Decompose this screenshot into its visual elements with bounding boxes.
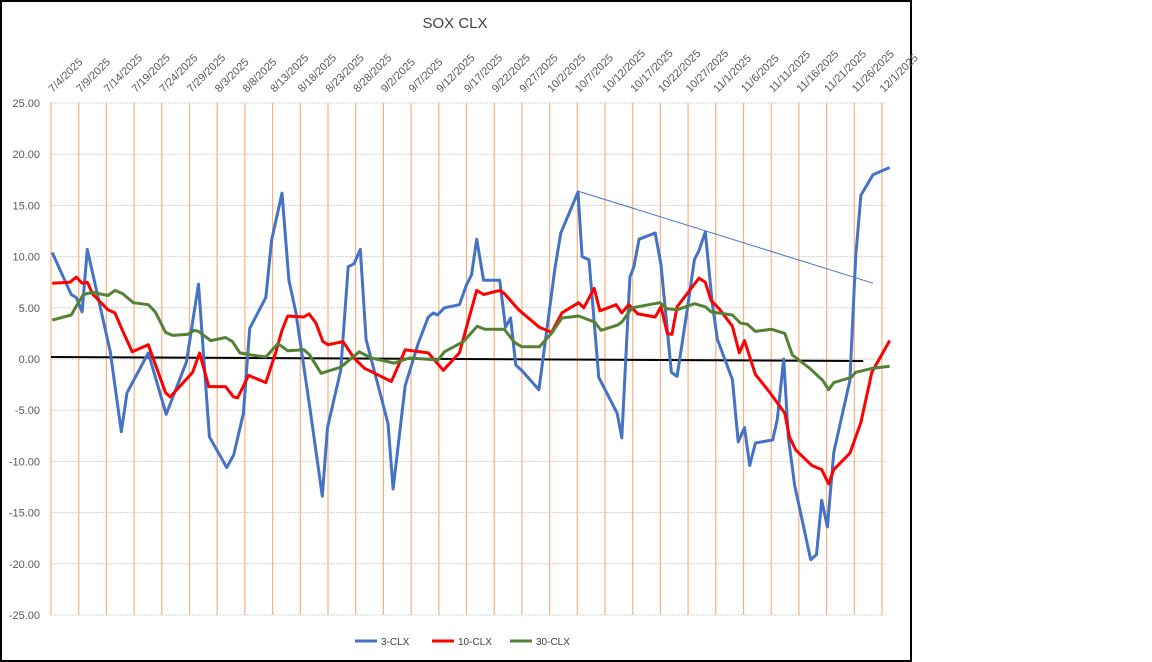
series-line-10-clx <box>52 275 892 486</box>
y-axis-ticks: 25.00 20.00 15.00 10.00 5.00 0.00 -5.00 -10.00 -… <box>9 98 40 622</box>
legend: 3-CLX 10-CLX 30-CLX <box>355 637 570 648</box>
series-line-3-clx <box>50 166 891 562</box>
chart-title: SOX CLX <box>422 15 487 32</box>
y-tick-label: 20.00 <box>12 149 40 161</box>
series-line-30-clx <box>51 288 890 392</box>
trend-line <box>577 190 874 284</box>
y-tick-label: -20.00 <box>9 559 40 571</box>
gridlines <box>50 102 886 616</box>
y-tick-label: -15.00 <box>9 508 40 520</box>
y-tick-label: 25.00 <box>12 98 40 110</box>
y-tick-label: 15.00 <box>12 200 40 212</box>
legend-label: 10-CLX <box>458 637 492 648</box>
y-tick-label: -10.00 <box>9 456 40 468</box>
legend-label: 30-CLX <box>536 637 570 648</box>
y-tick-label: -5.00 <box>15 405 40 417</box>
y-tick-label: 5.00 <box>19 303 40 315</box>
y-tick-label: 10.00 <box>12 252 40 264</box>
y-tick-label: -25.00 <box>9 610 40 622</box>
legend-label: 3-CLX <box>381 637 410 648</box>
series-lines <box>50 166 892 562</box>
y-tick-label: 0.00 <box>19 354 40 366</box>
